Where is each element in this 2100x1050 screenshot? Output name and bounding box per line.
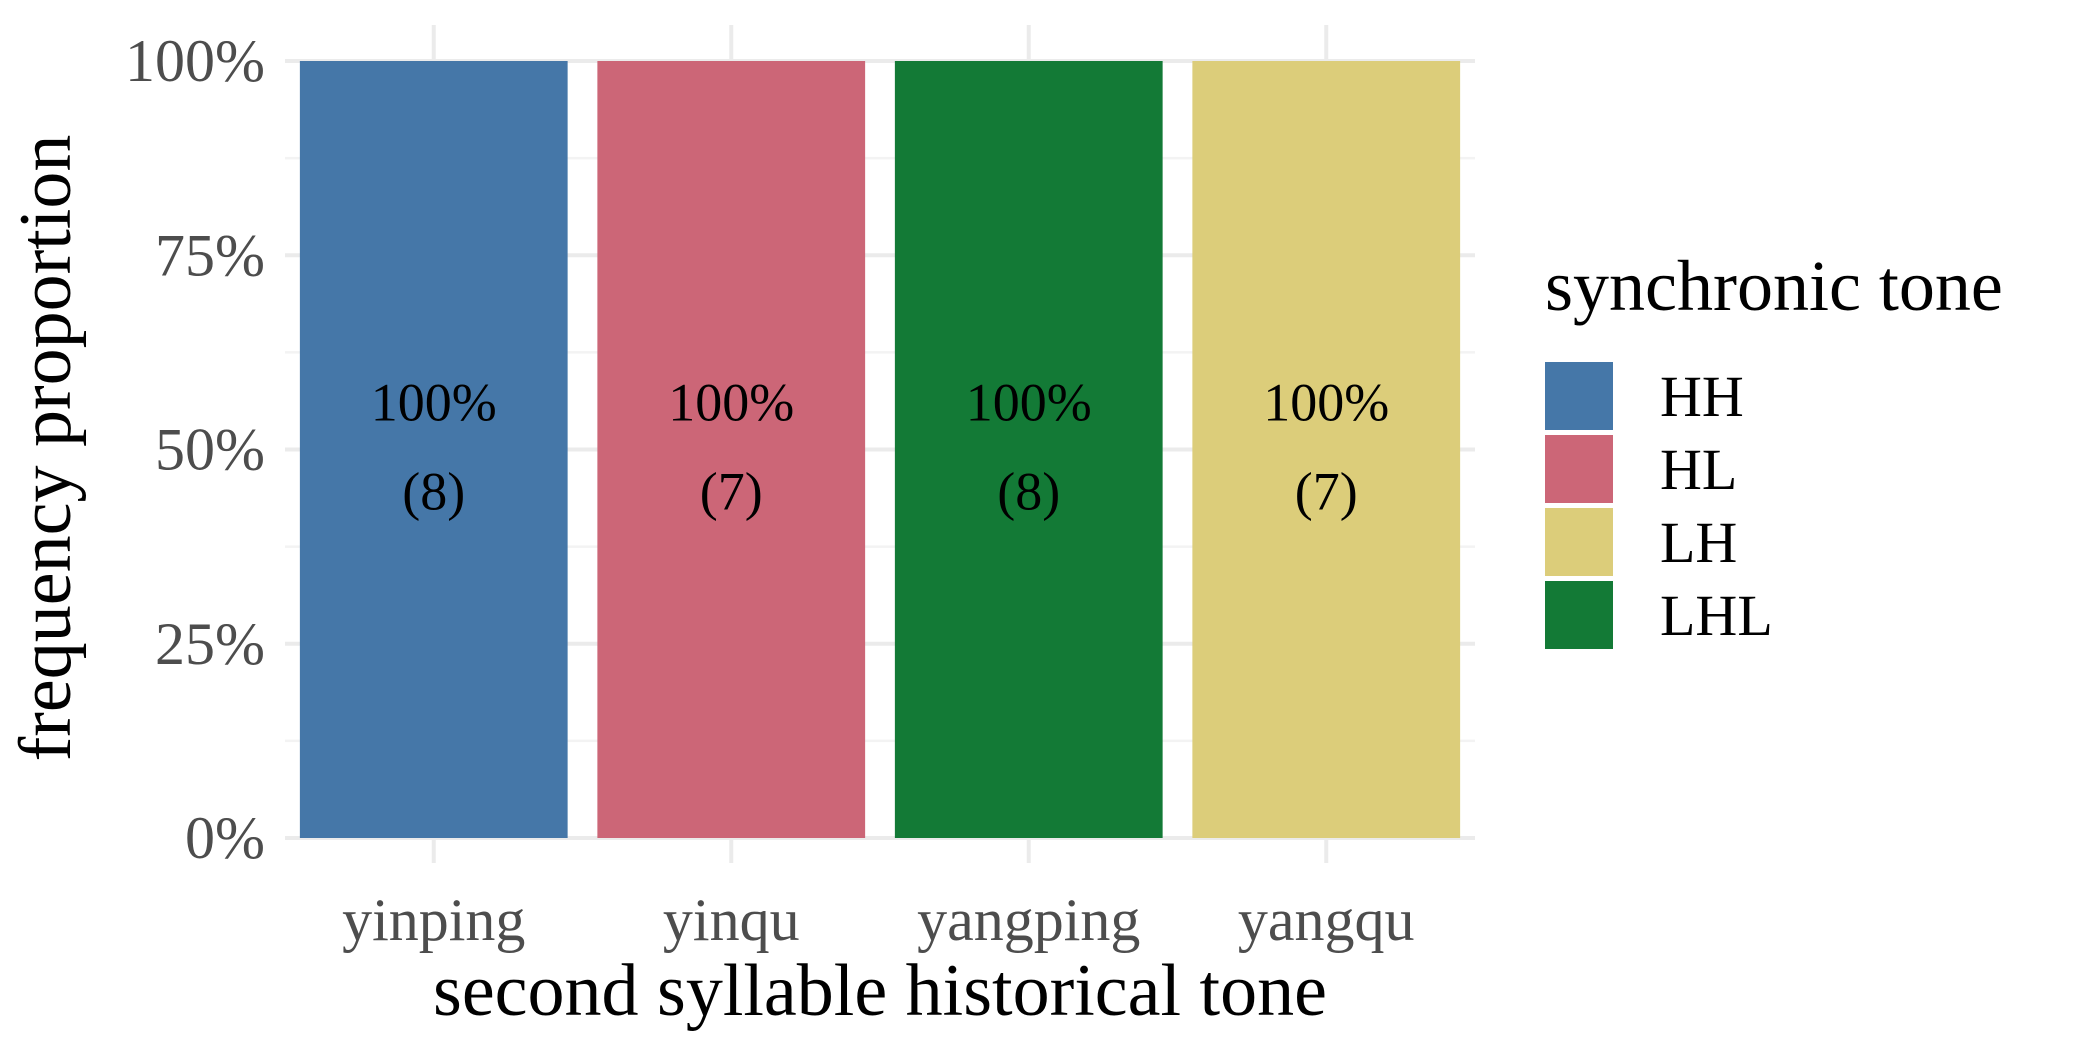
- y-tick-label: 100%: [125, 28, 265, 94]
- legend-label: LH: [1660, 510, 1737, 575]
- x-tick-label: yinqu: [663, 887, 800, 953]
- bar-percent-label: 100%: [1263, 373, 1389, 433]
- legend-title: synchronic tone: [1545, 246, 2003, 326]
- bar-count-label: (8): [402, 462, 465, 522]
- legend-key-hl: [1545, 435, 1613, 503]
- bar-percent-label: 100%: [668, 373, 794, 433]
- legend: synchronic tone HH HL LH LHL: [1545, 246, 2003, 649]
- x-tick-label: yinping: [342, 887, 525, 953]
- y-tick-label: 25%: [155, 611, 265, 677]
- bar-yangping: [894, 61, 1163, 838]
- bar-count-label: (8): [997, 462, 1060, 522]
- bar-count-label: (7): [1295, 462, 1358, 522]
- x-axis: yinping yinqu yangping yangqu: [342, 887, 1414, 953]
- bar-yinqu: [597, 61, 866, 838]
- bar-percent-label: 100%: [966, 373, 1092, 433]
- legend-label: HL: [1660, 437, 1737, 502]
- legend-label: LHL: [1660, 583, 1773, 648]
- y-tick-label: 50%: [155, 417, 265, 483]
- x-axis-title: second syllable historical tone: [433, 950, 1327, 1032]
- legend-key-lhl: [1545, 581, 1613, 649]
- y-axis: 0% 25% 50% 75% 100%: [125, 28, 265, 871]
- y-axis-title: frequency proportion: [5, 135, 87, 762]
- bar-labels: 100% (8) 100% (7) 100% (8) 100% (7): [371, 373, 1389, 522]
- bars: [299, 61, 1461, 838]
- x-tick-label: yangping: [917, 887, 1140, 953]
- bar-yinping: [299, 61, 568, 838]
- y-tick-label: 0%: [185, 805, 265, 871]
- bar-percent-label: 100%: [371, 373, 497, 433]
- x-tick-label: yangqu: [1238, 887, 1415, 953]
- y-tick-label: 75%: [155, 222, 265, 288]
- legend-key-hh: [1545, 362, 1613, 430]
- bar-yangqu: [1192, 61, 1461, 838]
- bar-count-label: (7): [700, 462, 763, 522]
- legend-key-lh: [1545, 508, 1613, 576]
- legend-label: HH: [1660, 364, 1744, 429]
